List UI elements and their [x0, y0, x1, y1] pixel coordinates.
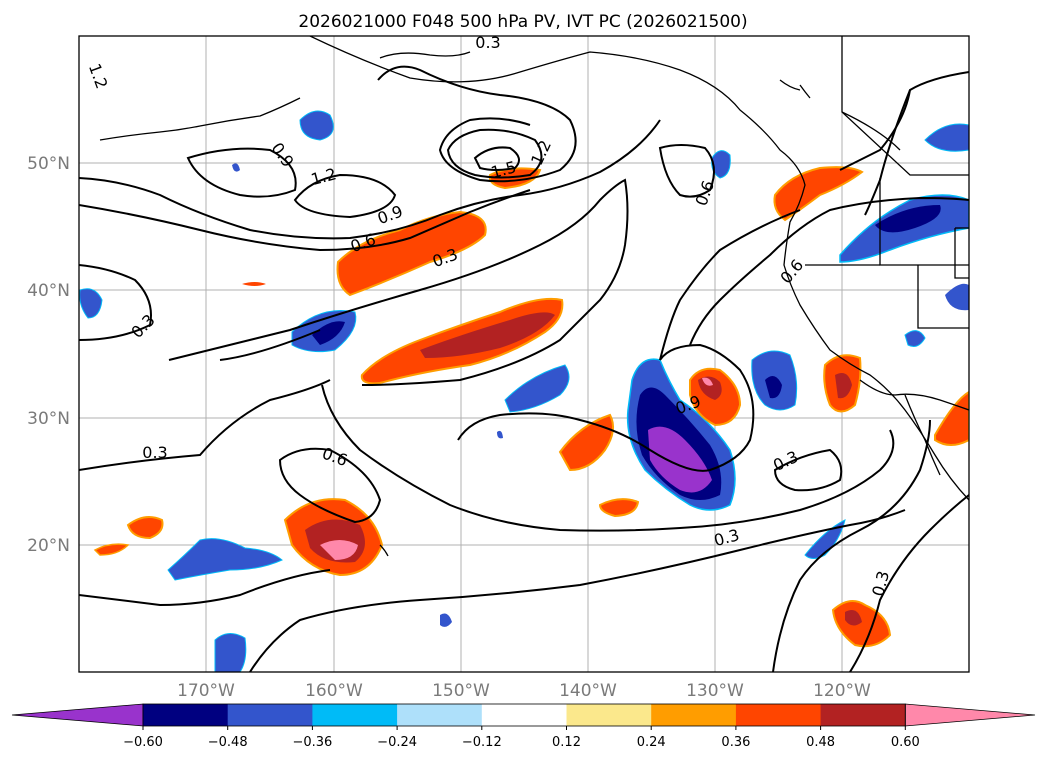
- colorbar-tick-label: −0.36: [292, 735, 332, 750]
- colorbar-tick-label: 0.36: [721, 735, 750, 750]
- colorbar-segment: [566, 704, 652, 726]
- colorbar: −0.60 −0.48 −0.36 −0.24 −0.12 0.12 0.24 0.36 0.4…: [11, 703, 1036, 750]
- map-area: 0.3 1.2 0.9 1.2 1.5 1.2 0.9 0.6 0.3 0.6 …: [79, 33, 969, 672]
- colorbar-segment: [820, 704, 906, 726]
- colorbar-tick-label: 0.12: [552, 735, 581, 750]
- colorbar-tick-label: −0.12: [462, 735, 502, 750]
- colorbar-segment: [227, 704, 313, 726]
- latitude-labels: 50°N 40°N 30°N 20°N: [27, 154, 70, 556]
- contour-label: 0.3: [142, 443, 167, 462]
- pv-contours: [79, 65, 969, 672]
- colorbar-segment: [651, 704, 737, 726]
- colorbar-tick-label: 0.24: [637, 735, 666, 750]
- colorbar-tick-label: −0.24: [377, 735, 417, 750]
- colorbar-segment: [735, 704, 822, 726]
- lon-label: 120°W: [813, 681, 871, 701]
- lat-label: 20°N: [27, 536, 70, 556]
- colorbar-segment: [481, 704, 567, 726]
- ivt-shading: [79, 110, 969, 672]
- colorbar-outline: [142, 703, 906, 727]
- colorbar-tick-label: −0.48: [208, 735, 248, 750]
- colorbar-extend-max: [904, 703, 1036, 727]
- colorbar-tick-label: 0.60: [891, 735, 920, 750]
- colorbar-tick-label: −0.60: [123, 735, 163, 750]
- colorbar-segment: [397, 704, 483, 726]
- coastlines: [99, 36, 969, 557]
- figure-title: 2026021000 F048 500 hPa PV, IVT PC (2026…: [298, 12, 747, 32]
- map-frame: [78, 35, 970, 673]
- lon-label: 130°W: [686, 681, 744, 701]
- longitude-labels: 170°W 160°W 150°W 140°W 130°W 120°W: [177, 681, 871, 701]
- lon-label: 160°W: [305, 681, 363, 701]
- colorbar-segment: [312, 704, 398, 726]
- lat-label: 40°N: [27, 281, 70, 301]
- lon-label: 170°W: [177, 681, 235, 701]
- colorbar-segment: [143, 704, 229, 726]
- lon-label: 150°W: [432, 681, 490, 701]
- contour-label: 0.3: [475, 33, 500, 52]
- lon-label: 140°W: [559, 681, 617, 701]
- colorbar-extend-min: [11, 703, 144, 727]
- lat-label: 50°N: [27, 154, 70, 174]
- colorbar-tick-label: 0.48: [806, 735, 835, 750]
- lat-label: 30°N: [27, 409, 70, 429]
